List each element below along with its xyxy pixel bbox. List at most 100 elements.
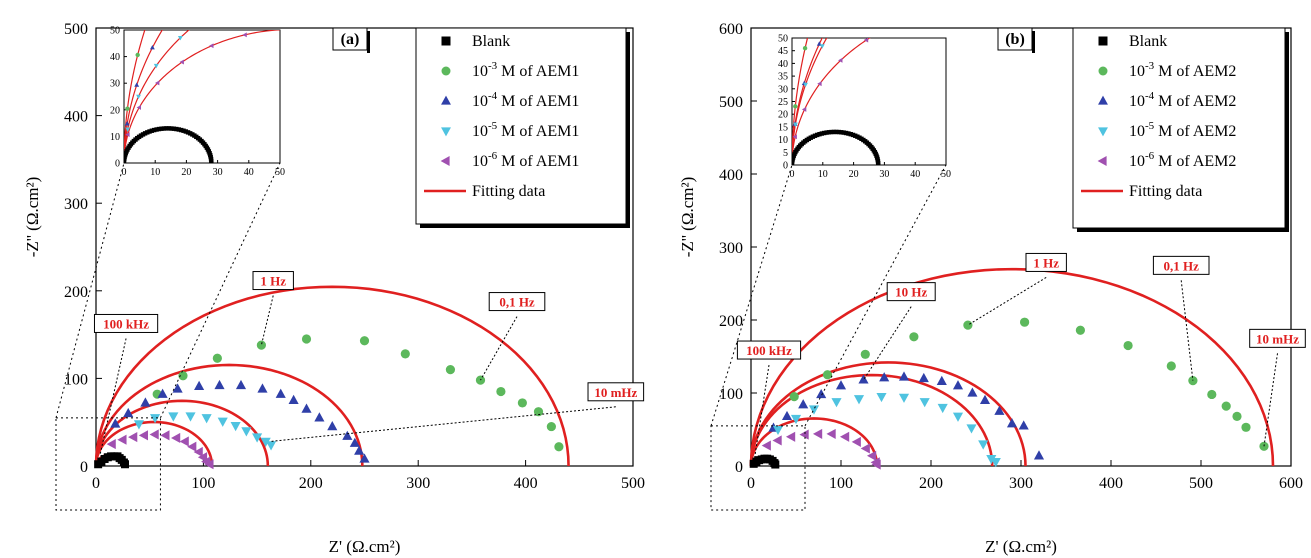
- data-point: [858, 374, 869, 384]
- data-point: [860, 349, 870, 359]
- data-point: [178, 371, 188, 381]
- data-point: [918, 372, 929, 383]
- inset-data-point: [179, 59, 184, 65]
- inset-y-tick-label: 45: [778, 46, 788, 57]
- data-point: [1166, 361, 1176, 371]
- inset-fit-curve: [792, 38, 809, 165]
- inset-data-point: [154, 127, 159, 132]
- inset-data-point: [183, 129, 189, 134]
- inset-data-point: [169, 126, 174, 131]
- inset-data-point: [850, 132, 856, 138]
- data-point: [354, 445, 365, 455]
- legend-entry-label: 10-6 M of AEM2: [1129, 150, 1236, 170]
- data-point: [1123, 340, 1133, 351]
- inset-x-tick-label: 50: [941, 169, 951, 180]
- inset-fit-curve: [124, 30, 146, 163]
- legend-marker: [1098, 95, 1108, 105]
- fit-curve: [749, 417, 879, 467]
- inset-data-point: [815, 132, 820, 138]
- data-point: [160, 430, 170, 441]
- data-point: [235, 379, 247, 390]
- inset-x-tick-label: 40: [244, 167, 254, 178]
- data-point: [120, 460, 129, 469]
- data-point: [359, 336, 370, 346]
- y-tick-label: 100: [64, 371, 88, 388]
- data-point: [106, 439, 116, 450]
- legend-fit-label: Fitting data: [1129, 183, 1202, 200]
- data-point: [866, 450, 877, 461]
- data-point: [826, 428, 836, 439]
- data-point: [871, 459, 881, 470]
- data-point: [761, 440, 771, 451]
- inset-data-point: [894, 21, 898, 26]
- data-point: [260, 437, 271, 447]
- inset-data-point: [151, 127, 157, 133]
- data-point: [979, 394, 991, 404]
- x-tick-label: 300: [1009, 475, 1033, 492]
- annotation-box: [587, 382, 645, 402]
- x-axis-title: Z' (Ω.cm²): [329, 537, 401, 556]
- fit-curve: [94, 420, 214, 467]
- data-point: [1020, 317, 1030, 327]
- data-point: [785, 431, 796, 442]
- data-point: [952, 380, 964, 390]
- legend-entry-label: 10-3 M of AEM2: [1129, 60, 1236, 80]
- inset-y-tick-label: 20: [778, 110, 788, 121]
- data-point: [342, 430, 353, 440]
- inset-data-point: [817, 81, 822, 87]
- data-point: [140, 397, 151, 407]
- fit-curve: [749, 373, 994, 467]
- data-point: [919, 398, 930, 408]
- legend-entry-label: 10-5 M of AEM1: [472, 120, 579, 140]
- data-point: [179, 436, 189, 447]
- inset-data-point: [149, 44, 155, 50]
- data-point: [301, 403, 312, 413]
- inset-y-tick-label: 20: [110, 105, 120, 116]
- data-point: [217, 417, 228, 427]
- x-tick-label: 400: [1099, 475, 1123, 492]
- annotation-leader: [1180, 280, 1194, 381]
- inset-data-point: [208, 12, 213, 16]
- zoom-connector: [55, 162, 125, 418]
- data-point: [772, 425, 784, 436]
- data-point: [157, 388, 168, 398]
- data-point: [952, 412, 964, 422]
- x-tick-label: 0: [747, 475, 755, 492]
- inset-data-point: [209, 43, 214, 49]
- inset-x-tick-label: 50: [275, 167, 285, 178]
- data-point: [812, 428, 823, 439]
- data-point: [214, 379, 225, 390]
- inset-data-point: [181, 128, 186, 133]
- zoom-connector: [710, 164, 793, 426]
- data-point: [359, 453, 370, 463]
- annotation-label: 0,1 Hz: [499, 295, 535, 310]
- inset-fit-curve: [124, 30, 190, 163]
- inset-y-tick-label: 0: [783, 161, 788, 172]
- data-point: [123, 407, 134, 418]
- annotation-leader: [260, 295, 274, 346]
- inset-y-tick-label: 25: [778, 97, 788, 108]
- legend-marker: [440, 156, 450, 166]
- inset-data-point: [159, 126, 164, 131]
- inset-plot: [792, 8, 898, 165]
- inset-x-tick-label: 40: [910, 169, 920, 180]
- annotation-leader: [269, 406, 616, 442]
- data-point: [496, 386, 506, 397]
- zoom-connector: [159, 162, 281, 419]
- x-tick-label: 400: [514, 475, 538, 492]
- inset-data-point: [846, 131, 851, 136]
- panel-tag-shadow: [367, 31, 370, 53]
- data-point: [772, 435, 782, 446]
- inset-data-point: [829, 129, 834, 135]
- data-point: [967, 387, 978, 397]
- inset-data-point: [793, 104, 798, 109]
- annotation-label: 10 mHz: [594, 385, 637, 400]
- data-point: [275, 388, 286, 398]
- data-point: [194, 380, 205, 390]
- inset-fit-curve: [792, 38, 871, 165]
- annotation-leader: [967, 277, 1047, 326]
- annotation-box: [1152, 255, 1210, 275]
- inset-data-point: [843, 8, 848, 12]
- inset-data-point: [156, 126, 162, 132]
